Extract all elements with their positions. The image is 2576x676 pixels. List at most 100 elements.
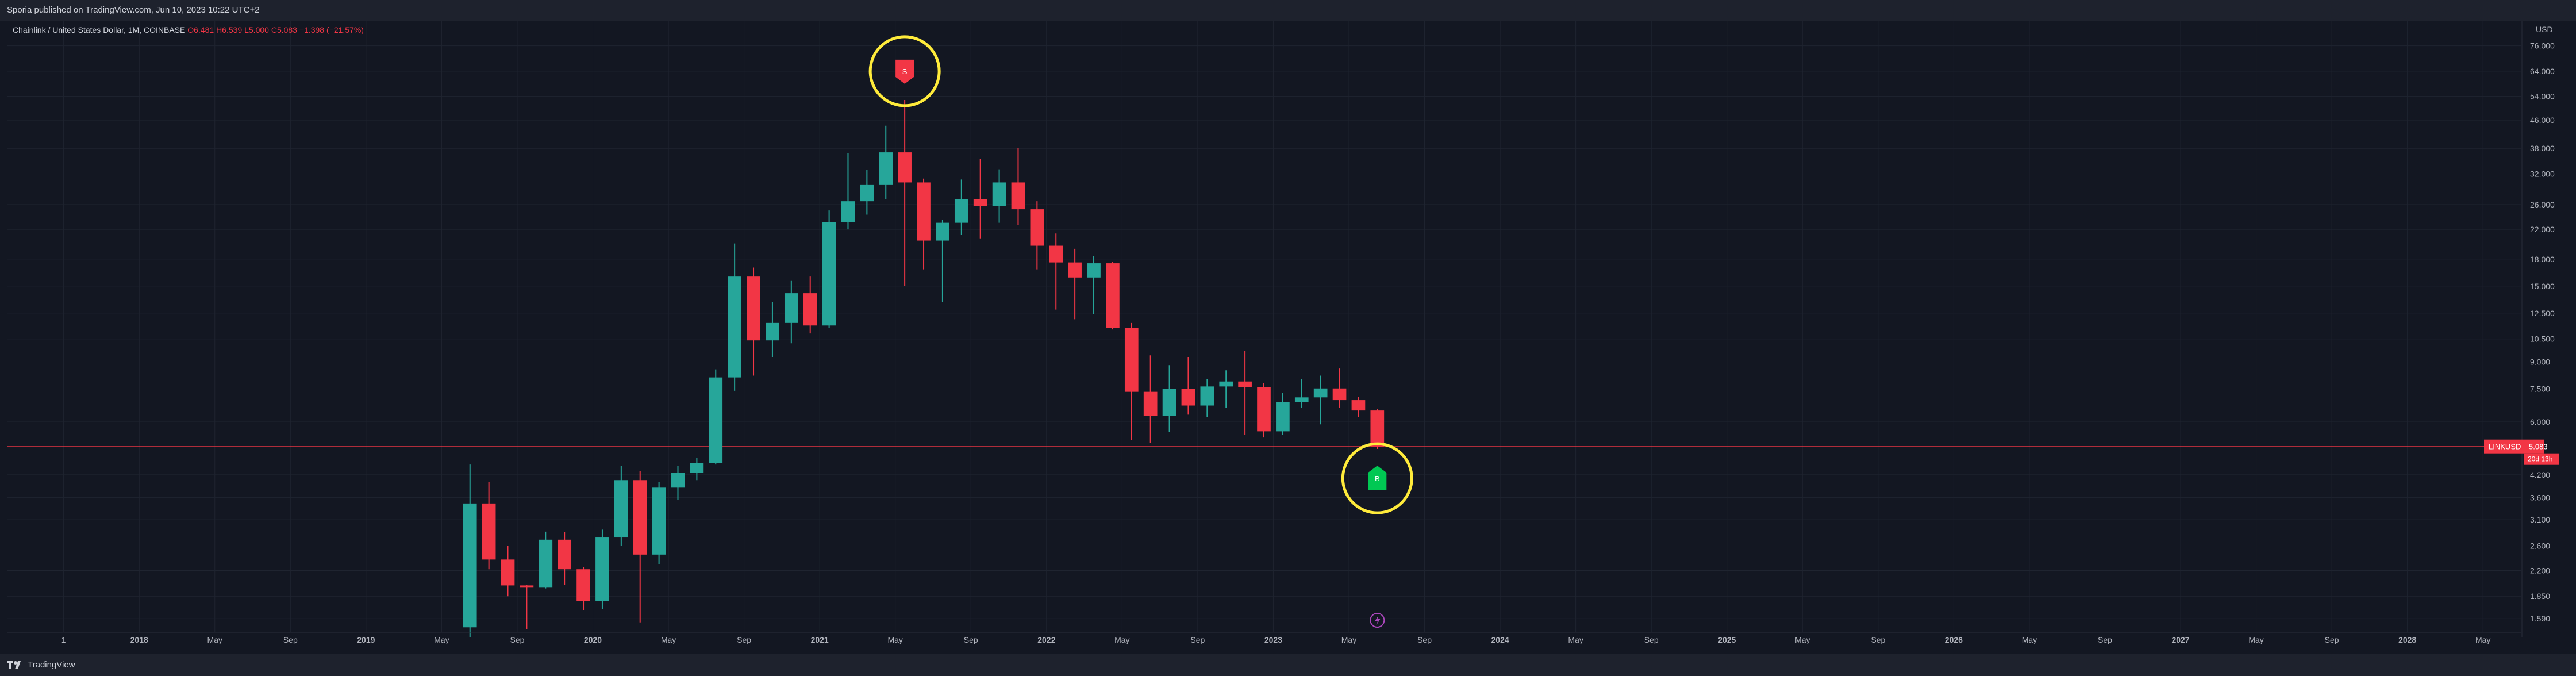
candle[interactable]: [614, 466, 628, 546]
time-tick-label: Sep: [1644, 635, 1659, 644]
candle[interactable]: [520, 585, 534, 629]
symbol-legend[interactable]: Chainlink / United States Dollar, 1M, CO…: [13, 25, 364, 34]
candle-body: [1238, 381, 1252, 387]
candle[interactable]: [671, 466, 685, 500]
candle[interactable]: [747, 267, 760, 376]
time-tick-label: Sep: [2325, 635, 2339, 644]
candle[interactable]: [1124, 322, 1139, 440]
candle[interactable]: [973, 159, 987, 239]
candle[interactable]: [898, 99, 912, 286]
candle-body: [992, 182, 1006, 206]
candle[interactable]: [822, 210, 836, 328]
time-tick-label: 2025: [1718, 635, 1736, 644]
time-axis[interactable]: 1 2018 May Sep 2019 May Sep 2020 May Sep 2021 May Se…: [7, 632, 2521, 644]
candle[interactable]: [1238, 351, 1252, 435]
candle[interactable]: [992, 169, 1006, 223]
price-tick-label: 64.000: [2530, 67, 2555, 76]
candle[interactable]: [936, 220, 949, 302]
time-tick-label: May: [2022, 635, 2037, 644]
tradingview-logo-icon[interactable]: [7, 660, 24, 670]
candle[interactable]: [1068, 248, 1082, 320]
legend-open: O6.481: [187, 25, 216, 34]
candle-body: [1351, 400, 1366, 411]
candle[interactable]: [482, 482, 496, 570]
candle[interactable]: [1011, 148, 1025, 225]
candle-body: [728, 276, 741, 378]
candle-body: [1332, 388, 1347, 401]
price-tick-label: 1.590: [2530, 614, 2550, 623]
candle-body: [803, 293, 817, 326]
candle[interactable]: [917, 178, 931, 270]
time-tick-label: Sep: [1871, 635, 1885, 644]
candle-body: [1068, 262, 1082, 278]
publish-bar: Sporia published on TradingView.com, Jun…: [0, 0, 2576, 21]
candle[interactable]: [558, 532, 572, 585]
price-tick-label: 7.500: [2530, 384, 2550, 393]
candle[interactable]: [1294, 379, 1309, 408]
price-tick-label: 9.000: [2530, 357, 2550, 366]
candle-body: [1049, 245, 1063, 263]
candle[interactable]: [1030, 201, 1044, 270]
candle[interactable]: [652, 482, 666, 564]
candle[interactable]: [879, 125, 893, 199]
currency-label: USD: [2536, 25, 2553, 34]
candle[interactable]: [1087, 256, 1101, 314]
candle[interactable]: [690, 458, 704, 481]
candle[interactable]: [1219, 370, 1233, 408]
candle[interactable]: [841, 153, 855, 230]
candle[interactable]: [1313, 375, 1328, 425]
event-bolt: [1375, 616, 1381, 625]
candle[interactable]: [463, 464, 477, 638]
time-tick-label: Sep: [510, 635, 524, 644]
time-tick-label: Sep: [737, 635, 751, 644]
candle-body: [595, 537, 609, 601]
candle-body: [879, 152, 893, 185]
price-tick-label: 38.000: [2530, 144, 2555, 153]
candle[interactable]: [1370, 409, 1385, 449]
candle[interactable]: [1049, 233, 1063, 310]
candle[interactable]: [784, 280, 798, 344]
candle[interactable]: [539, 531, 553, 589]
candle[interactable]: [766, 301, 779, 358]
candle[interactable]: [954, 179, 968, 235]
candle-body: [1030, 209, 1044, 246]
candle[interactable]: [709, 369, 723, 465]
time-tick-label: 1: [61, 635, 66, 644]
brand-text[interactable]: TradingView: [28, 660, 75, 670]
candle[interactable]: [803, 276, 817, 334]
price-chart[interactable]: SB USD 1.5901.8502.2002.6003.1003.6004.2…: [0, 0, 2576, 654]
price-tick-label: 2.200: [2530, 566, 2550, 575]
candle[interactable]: [595, 529, 609, 609]
price-tick-label: 6.000: [2530, 417, 2550, 427]
time-tick-label: 2018: [130, 635, 148, 644]
price-axis[interactable]: USD 1.590 1.850 2.200 2.600 3.100 3.600 4.200 6…: [2521, 21, 2555, 637]
candle-body: [520, 585, 534, 588]
candle[interactable]: [1257, 383, 1271, 438]
candle[interactable]: [1200, 379, 1214, 417]
candle[interactable]: [501, 546, 515, 597]
candle-body: [1294, 397, 1309, 402]
candle-body: [1257, 387, 1271, 432]
candle-body: [1313, 388, 1328, 398]
candle[interactable]: [860, 170, 874, 215]
candle[interactable]: [1162, 365, 1176, 432]
last-price-tag: LINKUSD 5.083 20d 13h: [2484, 439, 2559, 465]
candle-body: [576, 569, 590, 601]
candle[interactable]: [1351, 397, 1366, 417]
candle[interactable]: [576, 567, 590, 611]
candle[interactable]: [1332, 368, 1347, 408]
legend-close: C5.083: [271, 25, 299, 34]
candle-body: [614, 480, 628, 538]
candle[interactable]: [728, 243, 741, 391]
candle-body: [1370, 410, 1385, 447]
legend-high: H6.539: [216, 25, 244, 34]
candles[interactable]: [463, 99, 1385, 638]
candle-body: [898, 152, 912, 183]
candle[interactable]: [1276, 393, 1290, 435]
candle[interactable]: [633, 471, 647, 623]
candle[interactable]: [1181, 357, 1195, 415]
time-tick-label: May: [1795, 635, 1810, 644]
candle[interactable]: [1143, 355, 1158, 443]
candle-body: [558, 539, 572, 570]
candle[interactable]: [1106, 262, 1120, 330]
